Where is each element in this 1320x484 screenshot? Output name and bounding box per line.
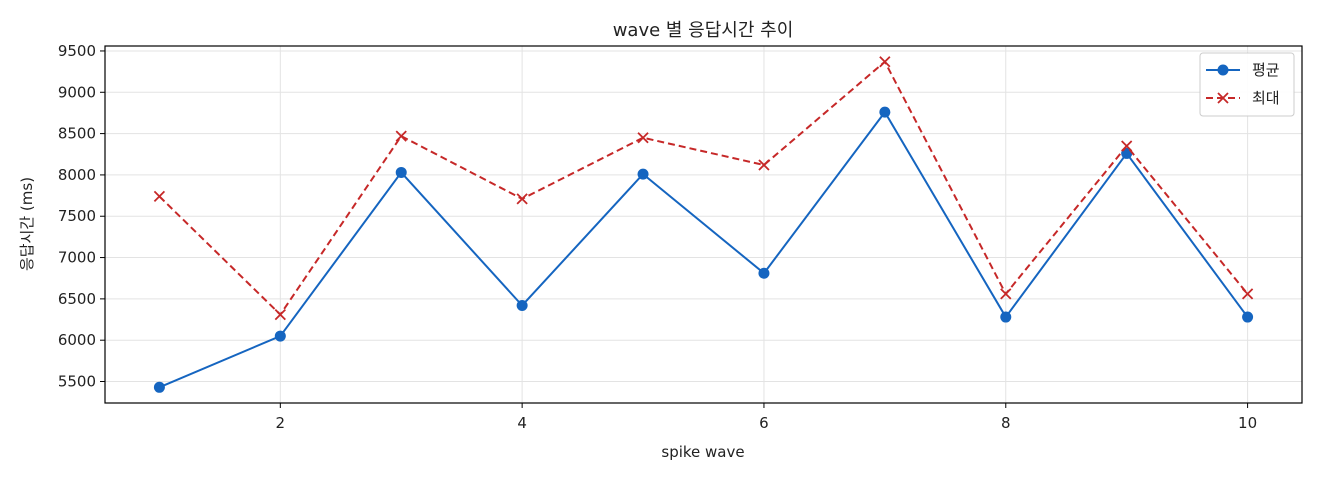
data-point (1000, 288, 1012, 300)
series-layer (153, 56, 1254, 393)
legend-marker (1217, 92, 1229, 104)
x-tick-label: 2 (276, 414, 286, 432)
legend-entry: 평균 (1206, 61, 1280, 79)
data-point (1241, 288, 1254, 300)
y-tick-label: 7000 (58, 249, 96, 267)
ticks-layer: 5500 6000 6500 7000 7500 8000 8500 9000 9500 2 4 6 8… (58, 42, 1257, 432)
data-point (274, 330, 286, 342)
data-point (1242, 311, 1254, 323)
data-point (879, 106, 891, 118)
chart-title: wave 별 응답시간 추이 (613, 20, 794, 41)
legend-entry: 최대 (1206, 89, 1280, 107)
data-point (758, 267, 770, 279)
data-point (879, 56, 891, 68)
legend-marker (1217, 64, 1229, 76)
y-tick-label: 9500 (58, 42, 96, 60)
x-axis-label: spike wave (661, 443, 744, 461)
series-line (158, 60, 1249, 316)
data-point (153, 190, 166, 203)
legend-box (1199, 52, 1295, 117)
data-point (516, 193, 528, 205)
data-point (1121, 140, 1133, 152)
data-point (637, 168, 649, 180)
data-point (153, 381, 165, 393)
legend-label: 평균 (1252, 61, 1280, 79)
data-point (758, 159, 770, 171)
x-tick-label: 10 (1238, 414, 1257, 432)
plot-frame (104, 45, 1303, 404)
data-point (395, 166, 407, 178)
data-point (274, 308, 286, 321)
y-tick-label: 8000 (58, 166, 96, 184)
grid-layer (105, 46, 1302, 403)
y-tick-label: 6500 (58, 290, 96, 308)
series-2 (153, 56, 1254, 321)
data-point (637, 132, 649, 144)
data-point (395, 130, 407, 142)
x-tick-label: 4 (517, 414, 527, 432)
x-tick-label: 8 (1001, 414, 1011, 432)
data-point (1000, 311, 1012, 323)
y-tick-label: 5500 (58, 373, 96, 391)
y-axis-label: 응답시간 (ms) (18, 177, 36, 271)
x-tick-label: 6 (759, 414, 769, 432)
series-1 (153, 106, 1254, 393)
y-tick-label: 9000 (58, 83, 96, 101)
y-tick-label: 6000 (58, 331, 96, 349)
data-point (516, 299, 528, 311)
series-line (159, 111, 1249, 389)
y-tick-label: 7500 (58, 207, 96, 225)
legend-label: 최대 (1252, 89, 1280, 107)
y-tick-label: 8500 (58, 125, 96, 143)
